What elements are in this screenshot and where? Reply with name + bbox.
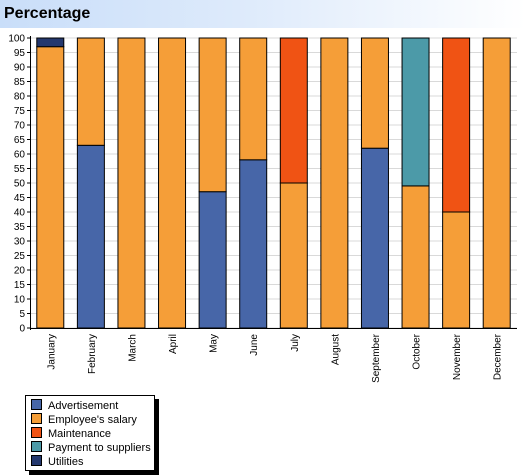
- bar-advertisement: [360, 147, 389, 329]
- bar-employee-s-salary: [117, 37, 146, 329]
- bar-maintenance: [442, 37, 471, 213]
- bar-payment-to-suppliers: [401, 37, 430, 187]
- legend-swatch: [31, 413, 42, 424]
- y-tick-label: 85: [14, 77, 26, 88]
- legend-item: Advertisement: [31, 399, 118, 412]
- bar-employee-s-salary: [320, 37, 349, 329]
- bar-employee-s-salary: [76, 37, 105, 146]
- legend-label: Payment to suppliers: [48, 442, 151, 454]
- y-tick-label: 100: [8, 34, 25, 45]
- legend-swatch: [31, 441, 42, 452]
- x-tick-label: July: [290, 334, 301, 352]
- bar-employee-s-salary: [198, 37, 227, 193]
- x-tick-label: January: [46, 334, 57, 370]
- bar-advertisement: [239, 159, 268, 329]
- legend-item: Utilities: [31, 455, 83, 468]
- legend-item: Maintenance: [31, 427, 111, 440]
- bar-maintenance: [279, 37, 308, 184]
- bar-employee-s-salary: [239, 37, 268, 161]
- legend-label: Utilities: [48, 456, 84, 468]
- y-tick-label: 90: [14, 63, 26, 74]
- bar-employee-s-salary: [401, 185, 430, 329]
- chart-legend: Advertisement Employee's salary Maintenanc…: [25, 395, 155, 471]
- bar-employee-s-salary: [158, 37, 187, 329]
- y-tick-label: 75: [14, 106, 26, 117]
- legend-swatch: [31, 399, 42, 410]
- y-tick-label: 70: [14, 121, 26, 132]
- y-tick-label: 25: [14, 251, 26, 262]
- legend-label: Maintenance: [48, 428, 111, 440]
- bar-employee-s-salary: [442, 211, 471, 329]
- x-tick-label: April: [168, 334, 179, 354]
- bar-employee-s-salary: [279, 182, 308, 329]
- legend-swatch: [31, 455, 42, 466]
- bar-employee-s-salary: [36, 46, 65, 329]
- y-tick-label: 10: [14, 295, 26, 306]
- y-tick-label: 60: [14, 150, 26, 161]
- y-tick-label: 45: [14, 193, 26, 204]
- legend-label: Advertisement: [48, 400, 119, 412]
- x-tick-label: September: [371, 333, 382, 383]
- bar-employee-s-salary: [482, 37, 511, 329]
- x-tick-label: February: [87, 334, 98, 374]
- chart-title-bar: Percentage: [0, 0, 526, 28]
- x-tick-label: December: [493, 333, 504, 380]
- chart-title: Percentage: [4, 5, 91, 22]
- bar-utilities: [36, 37, 65, 48]
- y-tick-label: 35: [14, 222, 26, 233]
- bar-employee-s-salary: [360, 37, 389, 149]
- y-tick-label: 40: [14, 208, 26, 219]
- bar-advertisement: [76, 144, 105, 329]
- x-tick-label: June: [249, 334, 260, 356]
- y-tick-label: 80: [14, 92, 26, 103]
- y-tick-label: 20: [14, 266, 26, 277]
- y-tick-label: 95: [14, 48, 26, 59]
- x-tick-label: October: [412, 333, 423, 369]
- x-tick-label: May: [209, 334, 220, 353]
- legend-swatch: [31, 427, 42, 438]
- y-tick-label: 65: [14, 135, 26, 146]
- x-tick-label: November: [452, 333, 463, 380]
- y-tick-label: 5: [19, 309, 25, 320]
- x-tick-label: March: [127, 334, 138, 362]
- legend-item: Payment to suppliers: [31, 441, 151, 454]
- y-tick-label: 55: [14, 164, 26, 175]
- bar-advertisement: [198, 191, 227, 329]
- stacked-bar-chart: 0 5 10 15 20 25 30 35 40 45 50 55 60 65 70 75 80 85 90 95 10…: [8, 34, 517, 383]
- y-tick-label: 30: [14, 237, 26, 248]
- legend-item: Employee's salary: [31, 413, 137, 426]
- y-tick-label: 0: [19, 324, 25, 335]
- y-tick-label: 50: [14, 179, 26, 190]
- x-tick-label: August: [330, 334, 341, 365]
- y-tick-label: 15: [14, 280, 26, 291]
- legend-label: Employee's salary: [48, 414, 137, 426]
